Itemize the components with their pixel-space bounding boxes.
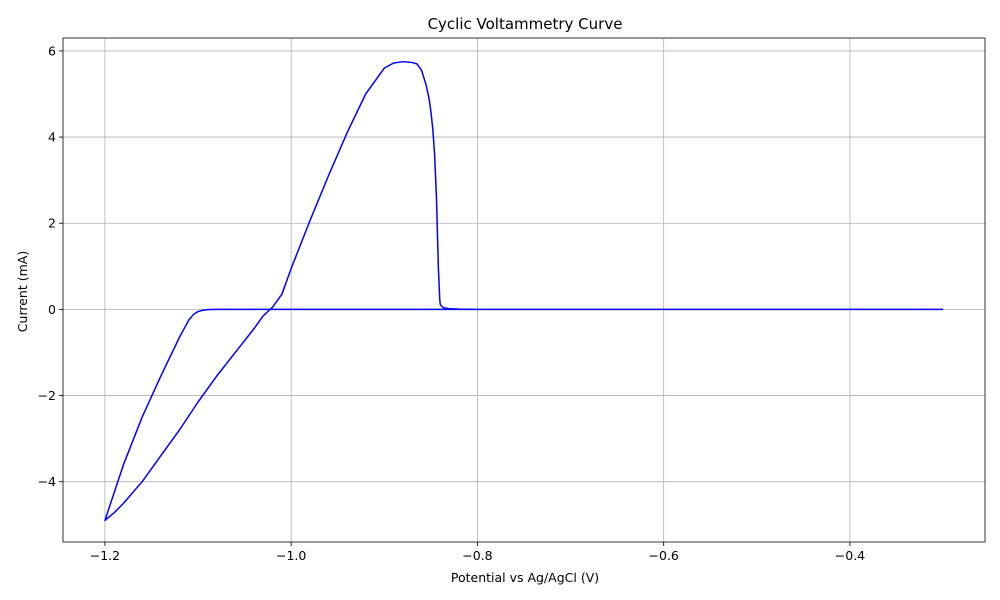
axes-frame (62, 37, 986, 543)
y-tick-label: −4 (38, 474, 56, 489)
x-tick-label: −1.0 (276, 548, 306, 563)
y-tick-label: 4 (48, 130, 56, 145)
x-tick-label: −0.8 (462, 548, 492, 563)
y-tick-label: 0 (48, 302, 56, 317)
y-axis-ticks: −4 −2 0 2 4 6 (38, 43, 63, 489)
x-tick-label: −0.6 (649, 548, 679, 563)
y-axis-label: Current (mA) (15, 251, 30, 332)
y-tick-label: 6 (48, 43, 56, 58)
chart-title: Cyclic Voltammetry Curve (428, 15, 623, 33)
plot-area (104, 60, 944, 522)
x-axis-ticks: −1.2 −1.0 −0.8 −0.6 −0.4 (90, 542, 865, 563)
cv-curve-line (104, 60, 944, 522)
y-tick-label: −2 (38, 388, 56, 403)
x-tick-label: −1.2 (90, 548, 120, 563)
x-tick-label: −0.4 (835, 548, 865, 563)
y-tick-label: 2 (48, 216, 56, 231)
x-axis-label: Potential vs Ag/AgCl (V) (451, 570, 599, 585)
